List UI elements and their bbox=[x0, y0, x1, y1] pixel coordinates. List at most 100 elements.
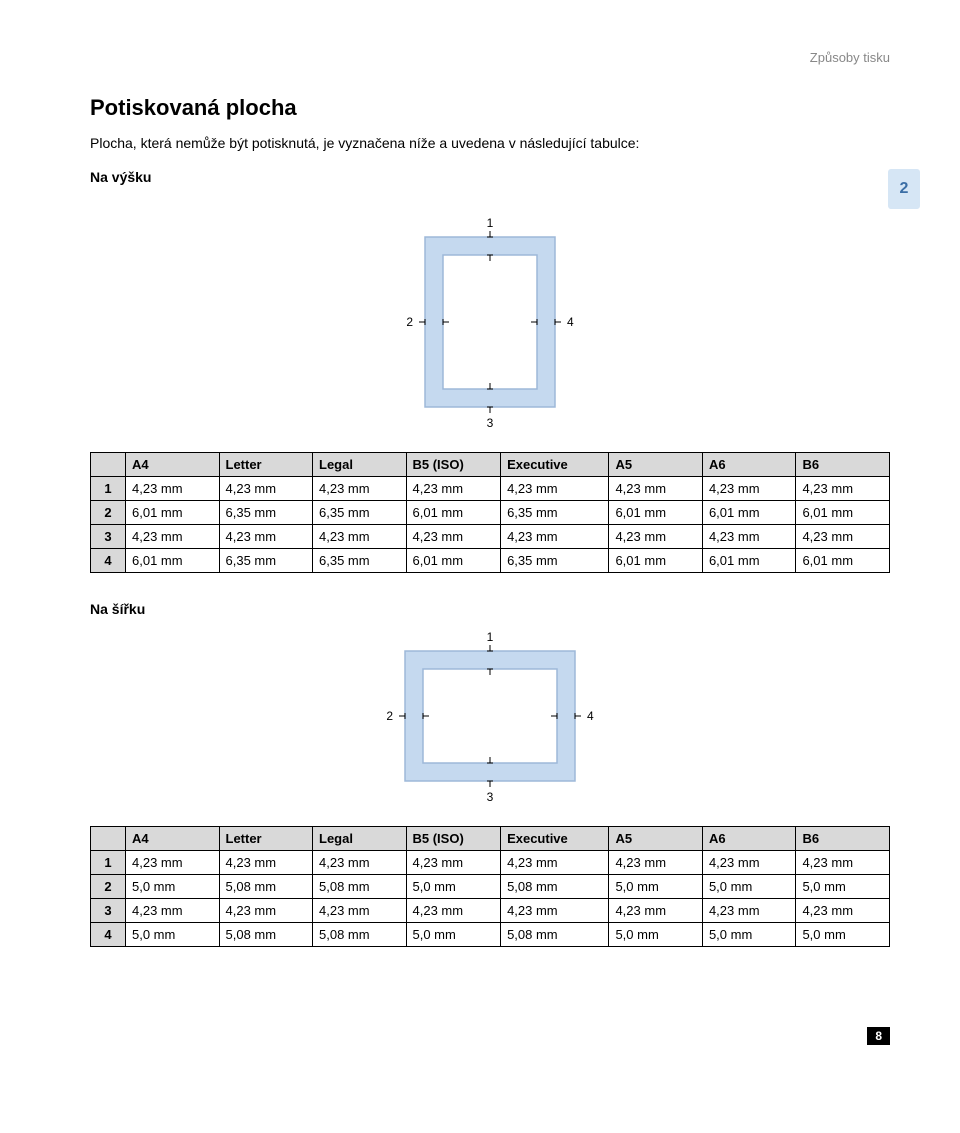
intro-text: Plocha, která nemůže být potisknutá, je … bbox=[90, 135, 890, 151]
page-footer: 8 bbox=[90, 1027, 890, 1045]
margin-diagram-svg: 1324 bbox=[403, 215, 577, 429]
table-cell: 6,01 mm bbox=[126, 501, 220, 525]
table-corner bbox=[91, 453, 126, 477]
table-col-header: A4 bbox=[126, 827, 220, 851]
table-col-header: B6 bbox=[796, 827, 890, 851]
table-cell: 4,23 mm bbox=[501, 899, 609, 923]
table-cell: 4,23 mm bbox=[501, 525, 609, 549]
diagram-label-left: 2 bbox=[406, 315, 413, 329]
table-cell: 4,23 mm bbox=[796, 525, 890, 549]
diagram-label-top: 1 bbox=[487, 216, 494, 230]
table-cell: 4,23 mm bbox=[609, 525, 703, 549]
page-title: Potiskovaná plocha bbox=[90, 95, 890, 121]
table-row-label: 1 bbox=[91, 851, 126, 875]
table-cell: 5,0 mm bbox=[796, 875, 890, 899]
header-section-label: Způsoby tisku bbox=[90, 50, 890, 65]
margin-diagram-svg: 1324 bbox=[383, 629, 597, 803]
table-cell: 5,0 mm bbox=[796, 923, 890, 947]
table-row: 14,23 mm4,23 mm4,23 mm4,23 mm4,23 mm4,23… bbox=[91, 851, 890, 875]
table-row: 34,23 mm4,23 mm4,23 mm4,23 mm4,23 mm4,23… bbox=[91, 899, 890, 923]
diagram-label-right: 4 bbox=[567, 315, 574, 329]
section2-heading: Na šířku bbox=[90, 601, 890, 617]
table-cell: 4,23 mm bbox=[313, 851, 407, 875]
table-cell: 5,0 mm bbox=[702, 875, 796, 899]
table-row-label: 4 bbox=[91, 549, 126, 573]
table-row-label: 4 bbox=[91, 923, 126, 947]
table-cell: 6,35 mm bbox=[219, 549, 313, 573]
table-cell: 6,35 mm bbox=[501, 549, 609, 573]
table-col-header: B5 (ISO) bbox=[406, 827, 501, 851]
table-cell: 4,23 mm bbox=[702, 851, 796, 875]
table-cell: 4,23 mm bbox=[126, 899, 220, 923]
table-row: 25,0 mm5,08 mm5,08 mm5,0 mm5,08 mm5,0 mm… bbox=[91, 875, 890, 899]
table-cell: 6,01 mm bbox=[406, 501, 501, 525]
table-row-label: 3 bbox=[91, 899, 126, 923]
table-col-header: A5 bbox=[609, 827, 703, 851]
table-cell: 6,35 mm bbox=[313, 501, 407, 525]
table-cell: 4,23 mm bbox=[406, 525, 501, 549]
table-row-label: 3 bbox=[91, 525, 126, 549]
table-cell: 5,08 mm bbox=[219, 875, 313, 899]
table-col-header: Executive bbox=[501, 827, 609, 851]
table-cell: 4,23 mm bbox=[609, 899, 703, 923]
table-cell: 4,23 mm bbox=[796, 851, 890, 875]
table-col-header: A6 bbox=[702, 453, 796, 477]
table-cell: 4,23 mm bbox=[126, 851, 220, 875]
table-cell: 4,23 mm bbox=[219, 899, 313, 923]
table-cell: 4,23 mm bbox=[501, 851, 609, 875]
table-row: 46,01 mm6,35 mm6,35 mm6,01 mm6,35 mm6,01… bbox=[91, 549, 890, 573]
table-cell: 5,08 mm bbox=[501, 875, 609, 899]
table-row: 26,01 mm6,35 mm6,35 mm6,01 mm6,35 mm6,01… bbox=[91, 501, 890, 525]
table-cell: 6,01 mm bbox=[702, 501, 796, 525]
table-cell: 5,0 mm bbox=[702, 923, 796, 947]
table-corner bbox=[91, 827, 126, 851]
table-cell: 4,23 mm bbox=[702, 525, 796, 549]
table-col-header: A5 bbox=[609, 453, 703, 477]
table-cell: 4,23 mm bbox=[313, 525, 407, 549]
table-col-header: Letter bbox=[219, 453, 313, 477]
table-cell: 4,23 mm bbox=[313, 899, 407, 923]
chapter-tab: 2 bbox=[888, 169, 920, 209]
page-number: 8 bbox=[867, 1027, 890, 1045]
diagram-label-right: 4 bbox=[587, 709, 594, 723]
table-cell: 5,0 mm bbox=[406, 923, 501, 947]
table-row: 14,23 mm4,23 mm4,23 mm4,23 mm4,23 mm4,23… bbox=[91, 477, 890, 501]
diagram-label-bottom: 3 bbox=[487, 790, 494, 803]
table-cell: 5,0 mm bbox=[609, 923, 703, 947]
table-cell: 6,35 mm bbox=[501, 501, 609, 525]
table-cell: 4,23 mm bbox=[796, 899, 890, 923]
table-cell: 4,23 mm bbox=[219, 477, 313, 501]
table-cell: 6,01 mm bbox=[796, 549, 890, 573]
table-cell: 4,23 mm bbox=[219, 525, 313, 549]
table-row: 34,23 mm4,23 mm4,23 mm4,23 mm4,23 mm4,23… bbox=[91, 525, 890, 549]
table-cell: 4,23 mm bbox=[406, 899, 501, 923]
table-cell: 4,23 mm bbox=[609, 851, 703, 875]
table-cell: 5,0 mm bbox=[126, 923, 220, 947]
table-cell: 4,23 mm bbox=[702, 899, 796, 923]
table-cell: 6,35 mm bbox=[313, 549, 407, 573]
diagram-label-left: 2 bbox=[386, 709, 393, 723]
table-cell: 5,08 mm bbox=[313, 923, 407, 947]
table-cell: 6,01 mm bbox=[609, 549, 703, 573]
table-cell: 6,01 mm bbox=[406, 549, 501, 573]
table-col-header: A6 bbox=[702, 827, 796, 851]
table-cell: 5,0 mm bbox=[406, 875, 501, 899]
table-col-header: B6 bbox=[796, 453, 890, 477]
table-col-header: A4 bbox=[126, 453, 220, 477]
table-cell: 6,01 mm bbox=[609, 501, 703, 525]
table-row-label: 2 bbox=[91, 501, 126, 525]
table-cell: 4,23 mm bbox=[702, 477, 796, 501]
table-row-label: 2 bbox=[91, 875, 126, 899]
table-portrait: A4LetterLegalB5 (ISO)ExecutiveA5A6B614,2… bbox=[90, 452, 890, 573]
table-cell: 4,23 mm bbox=[609, 477, 703, 501]
table-cell: 5,0 mm bbox=[126, 875, 220, 899]
diagram-landscape: 1324 bbox=[90, 629, 890, 806]
table-cell: 4,23 mm bbox=[406, 851, 501, 875]
table-landscape: A4LetterLegalB5 (ISO)ExecutiveA5A6B614,2… bbox=[90, 826, 890, 947]
table-col-header: Legal bbox=[313, 453, 407, 477]
table-col-header: B5 (ISO) bbox=[406, 453, 501, 477]
table-row-label: 1 bbox=[91, 477, 126, 501]
table-cell: 5,08 mm bbox=[313, 875, 407, 899]
section1-heading: Na výšku bbox=[90, 169, 151, 185]
table-cell: 6,35 mm bbox=[219, 501, 313, 525]
